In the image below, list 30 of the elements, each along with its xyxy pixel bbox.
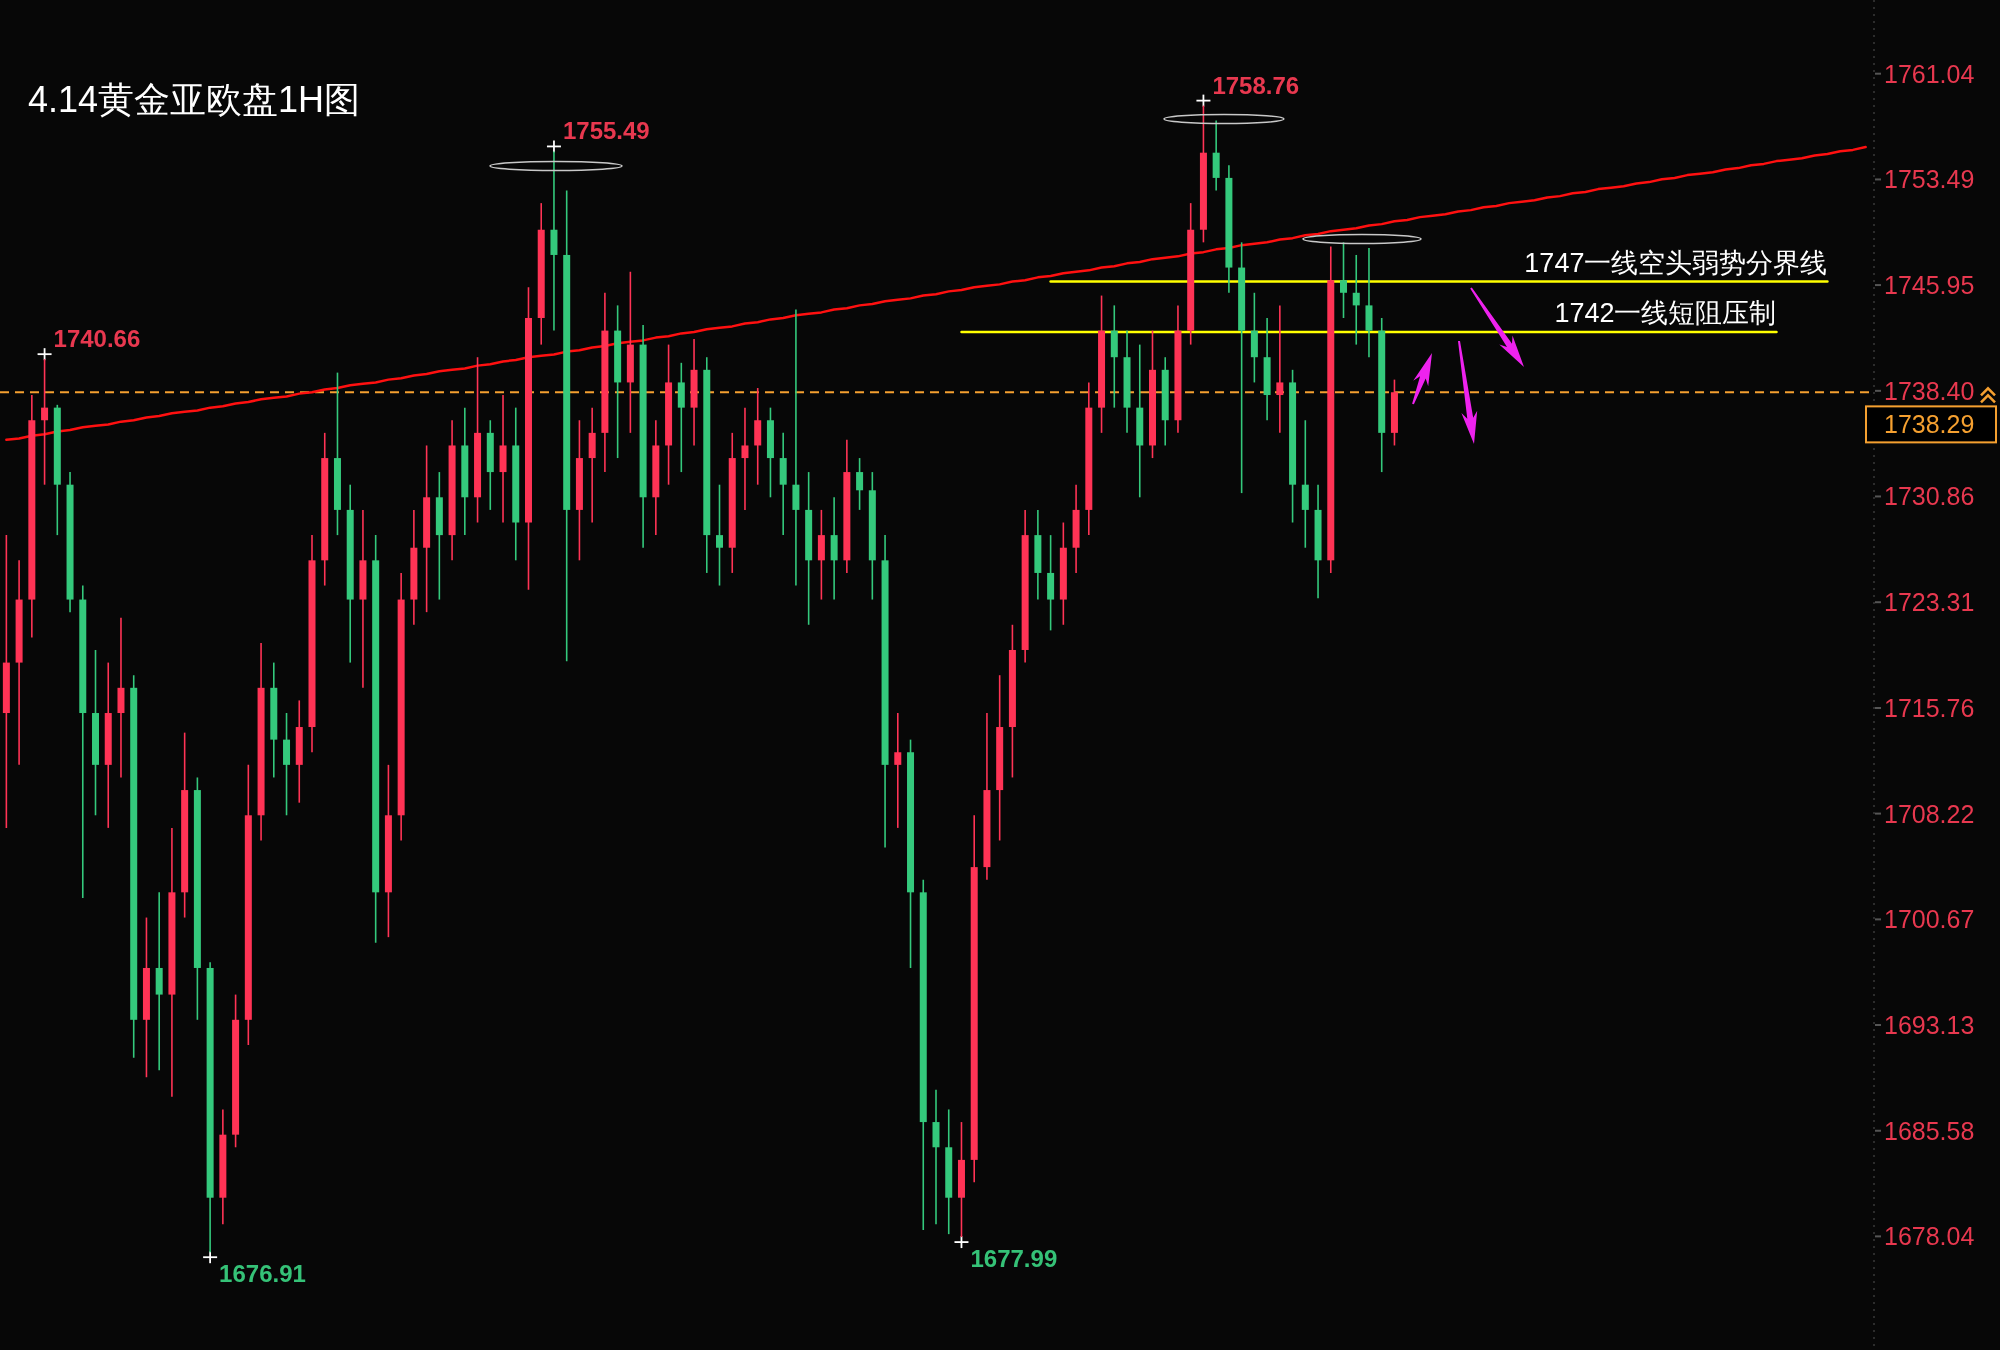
y-tick-label: 1685.58	[1884, 1116, 1975, 1145]
y-tick-label: 1745.95	[1884, 271, 1975, 300]
y-tick-label: 1738.40	[1884, 376, 1975, 405]
text: 1740.66	[53, 325, 141, 353]
candlestick	[741, 406, 749, 511]
y-tick-label: 1708.22	[1884, 799, 1975, 828]
candlestick	[792, 308, 800, 587]
text: 1676.91	[219, 1260, 306, 1288]
candlestick	[1352, 254, 1360, 346]
candlestick	[856, 457, 864, 511]
y-tick-label: 1761.04	[1884, 59, 1975, 88]
candlestick	[716, 483, 724, 587]
y-tick-label: 1753.49	[1884, 165, 1975, 194]
y-tick-label: 1723.31	[1884, 588, 1975, 617]
legend-label: 1738.29	[1884, 410, 1975, 439]
y-tick-label: 1700.67	[1884, 905, 1975, 934]
y-tick-label: 1693.13	[1884, 1010, 1975, 1039]
series-label: 1747一线空头弱势分界线	[1524, 247, 1828, 278]
candlestick	[894, 712, 902, 829]
candlestick	[1340, 241, 1348, 319]
y-tick-label: 1678.04	[1884, 1222, 1975, 1251]
y-tick-label: 1715.76	[1884, 693, 1975, 722]
y-tick-label: 1730.86	[1884, 482, 1975, 511]
text: 1677.99	[970, 1245, 1058, 1273]
line-series	[5, 145, 1867, 442]
text: 1755.49	[562, 117, 650, 145]
candlestick	[1276, 304, 1284, 434]
text: 1758.76	[1212, 71, 1300, 99]
text: 4.14黄金亚欧盘1H图	[28, 79, 361, 120]
series-label: 1742一线短阻压制	[1554, 298, 1777, 328]
